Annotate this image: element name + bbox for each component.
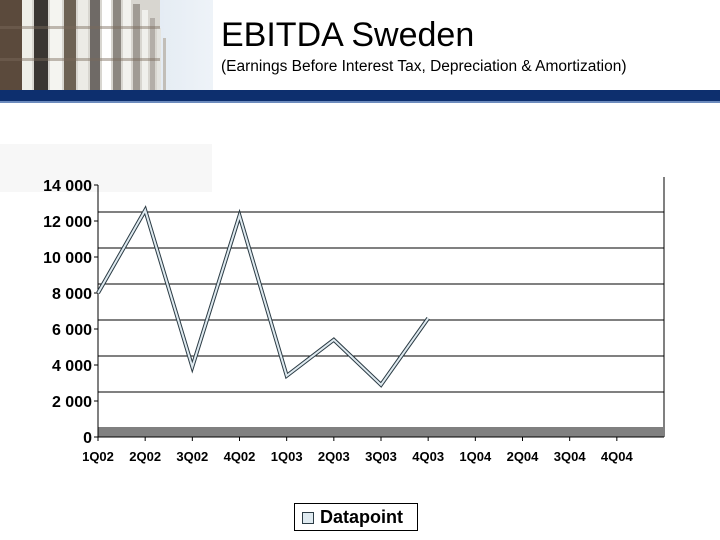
y-tick-label: 8 000 (52, 286, 92, 303)
y-tick-label: 14 000 (43, 178, 92, 195)
x-tick-label: 1Q04 (459, 449, 492, 464)
legend-swatch (302, 512, 314, 524)
y-tick-label: 0 (83, 430, 92, 447)
header-band (0, 90, 720, 101)
x-tick-label: 2Q03 (318, 449, 350, 464)
page-subtitle: (Earnings Before Interest Tax, Depreciat… (221, 58, 627, 75)
chart-title-backdrop (0, 144, 212, 192)
page-title: EBITDA Sweden (221, 16, 475, 54)
x-tick-label: 1Q02 (82, 449, 114, 464)
ebitda-line-chart: 0 2 000 4 000 6 000 8 000 10 000 12 000 14 000 1… (0, 144, 665, 464)
chart-legend: Datapoint (294, 503, 418, 531)
x-tick-label: 2Q02 (129, 449, 161, 464)
x-tick-label: 3Q02 (176, 449, 208, 464)
x-tick-label: 3Q03 (365, 449, 397, 464)
series-line (97, 207, 430, 387)
header-building-photo (0, 0, 213, 90)
x-tick-label: 2Q04 (507, 449, 540, 464)
legend-label: Datapoint (320, 507, 403, 527)
y-tick-label: 6 000 (52, 322, 92, 339)
chart-floor (98, 427, 664, 437)
y-tick-label: 12 000 (43, 214, 92, 231)
plot-area: 0 2 000 4 000 6 000 8 000 10 000 12 000 14 000 1… (43, 177, 665, 464)
y-tick-label: 2 000 (52, 394, 92, 411)
header-band-highlight (0, 101, 720, 103)
x-tick-label: 4Q03 (412, 449, 444, 464)
x-tick-label: 3Q04 (554, 449, 587, 464)
x-tick-label: 1Q03 (271, 449, 303, 464)
y-tick-label: 4 000 (52, 358, 92, 375)
y-tick-label: 10 000 (43, 250, 92, 267)
x-tick-label: 4Q02 (224, 449, 256, 464)
x-tick-label: 4Q04 (601, 449, 634, 464)
